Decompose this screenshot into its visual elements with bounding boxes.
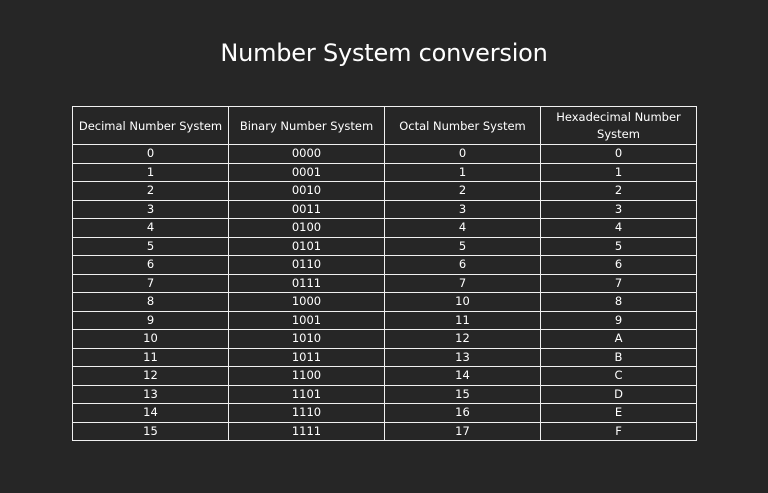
decimal-cell: 12 [72,366,229,386]
table-row: 4 0100 4 4 [72,218,697,238]
table-row: 13 1101 15 D [72,384,697,404]
table-row: 7 0111 7 7 [72,273,697,293]
binary-cell: 0111 [228,273,385,293]
octal-cell: 10 [384,292,541,312]
decimal-cell: 0 [72,144,229,164]
header-row: Decimal Number System Binary Number Syst… [72,106,697,145]
octal-cell: 7 [384,273,541,293]
decimal-cell: 11 [72,347,229,367]
decimal-cell: 3 [72,199,229,219]
table-row: 8 1000 10 8 [72,292,697,312]
hexadecimal-cell: E [540,403,697,423]
binary-cell: 0010 [228,181,385,201]
decimal-cell: 2 [72,181,229,201]
hexadecimal-cell: B [540,347,697,367]
binary-cell: 1111 [228,421,385,441]
header-hexadecimal: Hexadecimal Number System [540,106,697,145]
binary-cell: 1001 [228,310,385,330]
octal-cell: 3 [384,199,541,219]
hexadecimal-cell: 0 [540,144,697,164]
hexadecimal-cell: 7 [540,273,697,293]
header-decimal: Decimal Number System [72,106,229,145]
decimal-cell: 13 [72,384,229,404]
octal-cell: 15 [384,384,541,404]
binary-cell: 1100 [228,366,385,386]
table-row: 9 1001 11 9 [72,310,697,330]
conversion-table: Decimal Number System Binary Number Syst… [72,106,697,441]
table-row: 1 0001 1 1 [72,162,697,182]
binary-cell: 1011 [228,347,385,367]
table-row: 3 0011 3 3 [72,199,697,219]
binary-cell: 0011 [228,199,385,219]
decimal-cell: 1 [72,162,229,182]
binary-cell: 1000 [228,292,385,312]
hexadecimal-cell: A [540,329,697,349]
binary-cell: 0000 [228,144,385,164]
hexadecimal-cell: C [540,366,697,386]
decimal-cell: 5 [72,236,229,256]
binary-cell: 1101 [228,384,385,404]
hexadecimal-cell: D [540,384,697,404]
table-row: 12 1100 14 C [72,366,697,386]
octal-cell: 14 [384,366,541,386]
table-row: 0 0000 0 0 [72,144,697,164]
binary-cell: 1110 [228,403,385,423]
binary-cell: 0001 [228,162,385,182]
decimal-cell: 14 [72,403,229,423]
hexadecimal-cell: 9 [540,310,697,330]
decimal-cell: 10 [72,329,229,349]
hexadecimal-cell: 2 [540,181,697,201]
slide-title: Number System conversion [220,39,548,68]
binary-cell: 1010 [228,329,385,349]
table-row: 2 0010 2 2 [72,181,697,201]
hexadecimal-cell: 6 [540,255,697,275]
table-row: 14 1110 16 E [72,403,697,423]
table-row: 6 0110 6 6 [72,255,697,275]
hexadecimal-cell: 1 [540,162,697,182]
table-row: 5 0101 5 5 [72,236,697,256]
table-body: 0 0000 0 0 1 0001 1 1 2 0010 2 2 3 0011 3 3 4 0100 4 4 5 0101… [72,144,697,441]
decimal-cell: 6 [72,255,229,275]
octal-cell: 4 [384,218,541,238]
binary-cell: 0100 [228,218,385,238]
hexadecimal-cell: 4 [540,218,697,238]
hexadecimal-cell: 3 [540,199,697,219]
table-row: 11 1011 13 B [72,347,697,367]
decimal-cell: 8 [72,292,229,312]
octal-cell: 12 [384,329,541,349]
header-binary: Binary Number System [228,106,385,145]
decimal-cell: 15 [72,421,229,441]
binary-cell: 0101 [228,236,385,256]
octal-cell: 13 [384,347,541,367]
octal-cell: 17 [384,421,541,441]
decimal-cell: 4 [72,218,229,238]
header-octal: Octal Number System [384,106,541,145]
decimal-cell: 9 [72,310,229,330]
hexadecimal-cell: 5 [540,236,697,256]
octal-cell: 6 [384,255,541,275]
decimal-cell: 7 [72,273,229,293]
octal-cell: 16 [384,403,541,423]
hexadecimal-cell: F [540,421,697,441]
octal-cell: 11 [384,310,541,330]
table-row: 15 1111 17 F [72,421,697,441]
octal-cell: 5 [384,236,541,256]
octal-cell: 1 [384,162,541,182]
binary-cell: 0110 [228,255,385,275]
octal-cell: 2 [384,181,541,201]
hexadecimal-cell: 8 [540,292,697,312]
octal-cell: 0 [384,144,541,164]
